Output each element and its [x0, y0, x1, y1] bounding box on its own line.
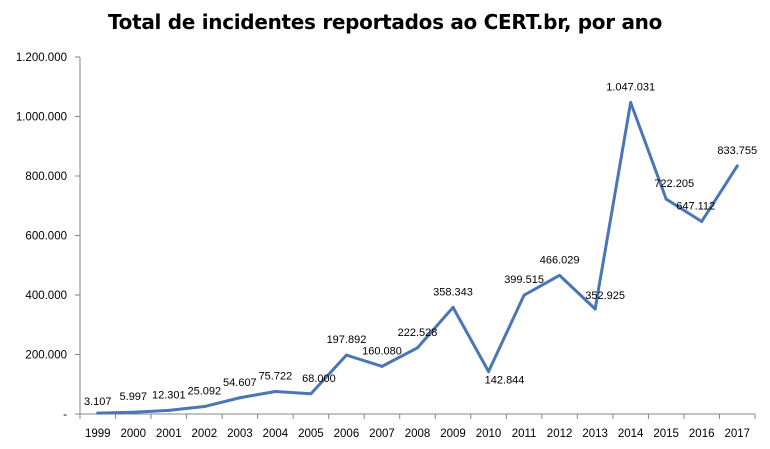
x-tick-label: 1999	[85, 428, 111, 440]
x-tick-label: 2000	[120, 428, 146, 440]
series-line-group	[96, 101, 739, 415]
data-label: 54.607	[223, 377, 257, 389]
data-label: 75.722	[259, 370, 293, 382]
y-tick-label: 1.200.000	[16, 52, 67, 64]
data-label: 3.107	[84, 396, 112, 408]
data-label: 466.029	[540, 254, 580, 266]
y-tick-label: 200.000	[25, 350, 67, 362]
x-tick-label: 2010	[476, 428, 502, 440]
data-point	[131, 410, 135, 414]
data-point	[451, 305, 455, 309]
data-label: 12.301	[152, 389, 186, 401]
data-point	[522, 293, 526, 297]
data-label: 160.080	[362, 345, 402, 357]
y-tick-label: 600.000	[25, 231, 67, 243]
chart-title: Total de incidentes reportados ao CERT.b…	[107, 10, 663, 34]
x-tick-label: 2015	[653, 428, 679, 440]
data-label: 399.515	[504, 274, 544, 286]
data-label: 1.047.031	[606, 82, 655, 94]
y-tick-label: 400.000	[25, 290, 67, 302]
data-point	[593, 307, 597, 311]
data-label: 647.112	[676, 200, 715, 212]
x-tick-label: 2003	[227, 428, 253, 440]
data-label: 358.343	[433, 286, 473, 298]
data-point	[416, 346, 419, 350]
data-point	[96, 411, 100, 415]
x-tick-label: 2007	[369, 428, 395, 440]
x-tick-label: 2008	[405, 428, 431, 440]
data-point	[700, 219, 704, 223]
y-axis: - 200.000 400.000 600.000 800.000 1.000.000 1.…	[16, 52, 81, 421]
data-label: 833.755	[717, 145, 757, 157]
data-point	[238, 396, 242, 400]
data-point	[487, 370, 491, 374]
data-label: 5.997	[120, 391, 148, 403]
x-tick-label: 2005	[298, 428, 324, 440]
data-point	[273, 389, 277, 393]
data-label: 68.000	[302, 373, 336, 385]
data-point	[309, 392, 313, 396]
data-label: 25.092	[188, 386, 222, 398]
x-tick-label: 2013	[582, 428, 608, 440]
data-point	[167, 408, 171, 412]
x-tick-label: 2009	[440, 428, 466, 440]
data-label: 722.205	[654, 178, 694, 190]
x-tick-label: 2012	[547, 428, 573, 440]
y-tick-label: 800.000	[25, 171, 67, 183]
x-tick-label: 2002	[192, 428, 218, 440]
x-tick-label: 2017	[724, 428, 750, 440]
series-line	[96, 101, 739, 415]
data-point	[344, 353, 348, 357]
data-point	[629, 101, 633, 105]
data-label: 352.925	[585, 290, 625, 302]
x-tick-label: 2006	[334, 428, 360, 440]
x-tick-label: 2014	[618, 428, 644, 440]
x-tick-label: 2011	[512, 428, 537, 440]
y-tick-label: -	[63, 409, 67, 421]
y-tick-label: 1.000.000	[16, 112, 67, 124]
x-tick-label: 2004	[263, 428, 289, 440]
data-point	[558, 273, 562, 277]
data-label: 222.528	[398, 327, 438, 339]
data-point	[664, 197, 668, 201]
data-label: 142.844	[485, 375, 525, 387]
x-tick-label: 2016	[689, 428, 715, 440]
data-label: 197.892	[327, 334, 367, 346]
x-axis: 1999 2000 2001 2002 2003 2004 2005 2006 2007 2008…	[79, 413, 756, 440]
data-point	[202, 405, 206, 409]
data-point	[380, 364, 384, 368]
x-tick-label: 2001	[156, 428, 182, 440]
data-point	[735, 164, 739, 168]
